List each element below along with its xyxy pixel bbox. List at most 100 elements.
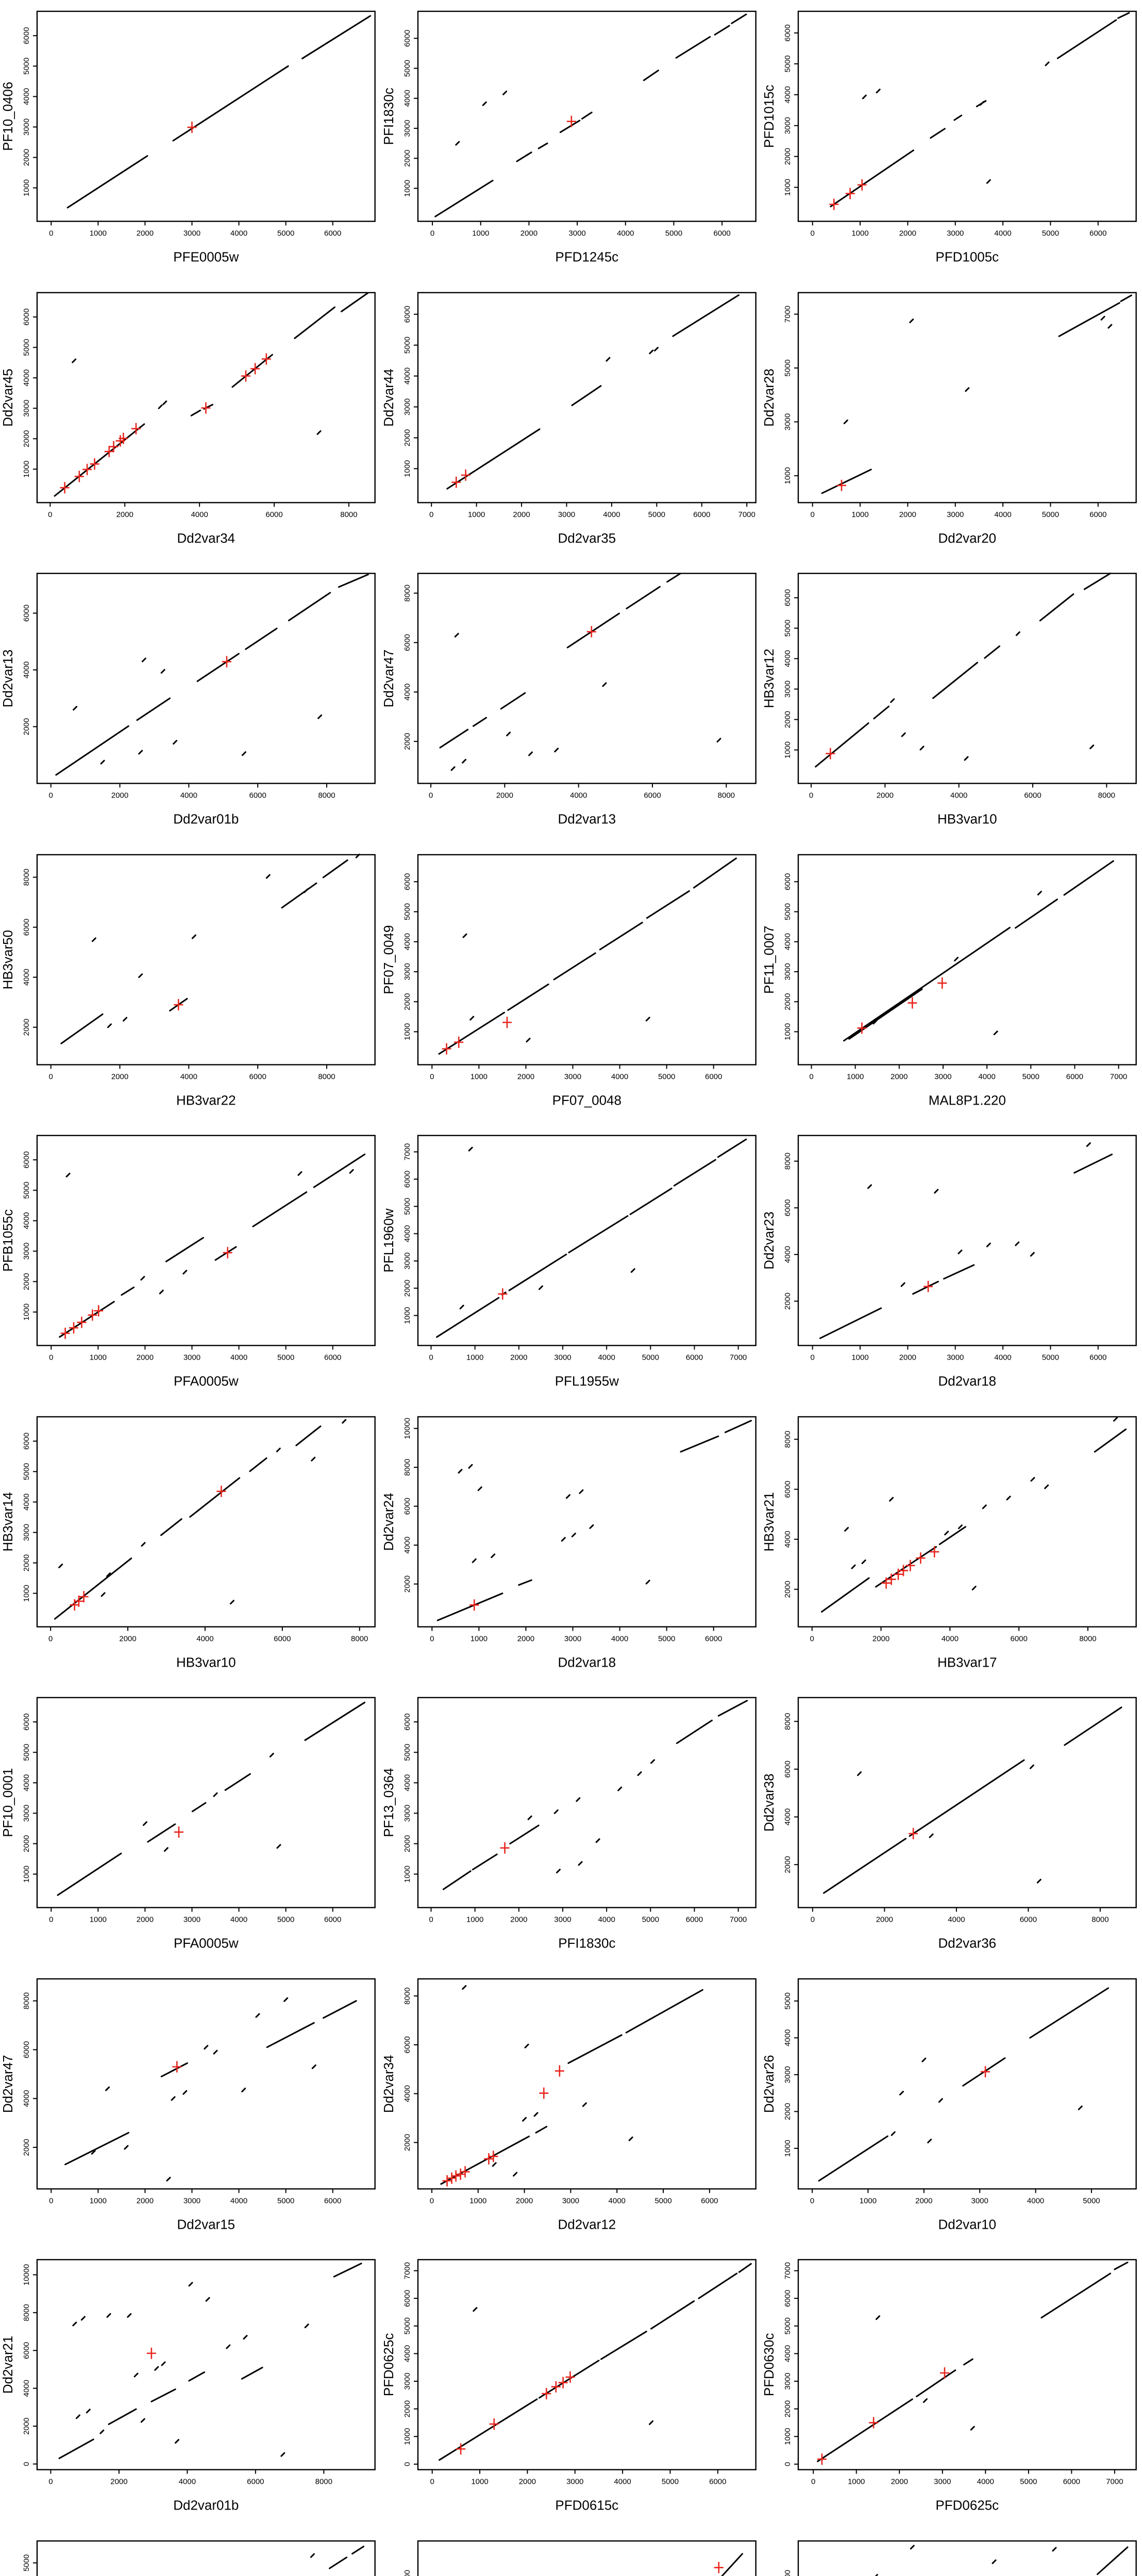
x-tick-label: 4000 xyxy=(230,1916,247,1924)
x-tick-label: 4000 xyxy=(614,2478,631,2486)
y-tick-label: 7000 xyxy=(783,2262,792,2279)
y-tick-label: 2000 xyxy=(783,148,792,165)
y-tick-label: 3000 xyxy=(403,1252,412,1269)
y-tick-label: 0 xyxy=(783,2462,792,2466)
y-tick-label: 2000 xyxy=(22,1835,31,1852)
y-tick-label: 3000 xyxy=(403,2372,412,2389)
x-tick-label: 0 xyxy=(48,2478,53,2486)
dotplot-Dd2var47-vs-Dd2var13: 0 2000 4000 6000 8000 2000 4000 6000 8000 Dd2var1… xyxy=(381,562,762,843)
x-tick-label: 3000 xyxy=(947,510,964,519)
highlight-crosses xyxy=(456,2371,575,2455)
x-tick-label: 6000 xyxy=(1089,510,1106,519)
alignment-segments xyxy=(830,12,1130,208)
y-tick-label: 4000 xyxy=(22,662,31,679)
y-tick-label: 5000 xyxy=(403,60,412,77)
match-dots xyxy=(844,1416,1118,1590)
x-axis-title: HB3var10 xyxy=(176,1654,236,1670)
y-tick-label: 10000 xyxy=(22,2264,31,2286)
match-dots xyxy=(65,1169,354,1295)
highlight-crosses xyxy=(442,1016,512,1055)
x-tick-label: 4000 xyxy=(191,510,208,519)
x-tick-label: 1000 xyxy=(470,1072,487,1081)
dotplot-GB4var52-vs-GB4var41: 0100020003000400050000100020003000400050… xyxy=(0,2530,381,2576)
y-tick-label: 4000 xyxy=(783,1246,792,1263)
alignment-segments xyxy=(439,572,681,749)
dotplot-7G8var40-vs-7G8var19: 0100020003000400050006000700001000200030… xyxy=(381,2530,762,2576)
dotplot-Dd2var26-vs-Dd2var10: 0 1000 2000 3000 4000 5000 1000 2000 3000 4000 500… xyxy=(761,1968,1142,2249)
y-tick-label: 6000 xyxy=(22,1714,31,1731)
x-tick-label: 0 xyxy=(810,1072,814,1081)
plot-box xyxy=(798,2540,1137,2576)
dotplot-Dd2var38-vs-Dd2var36: 0 2000 4000 6000 8000 2000 4000 6000 8000 Dd2var3… xyxy=(761,1686,1142,1968)
x-tick-label: 1000 xyxy=(470,1634,487,1643)
y-tick-label: 2000 xyxy=(403,993,412,1010)
x-tick-label: 6000 xyxy=(249,791,266,800)
y-tick-label: 8000 xyxy=(783,1431,792,1448)
y-tick-label: 6000 xyxy=(403,2290,412,2307)
y-tick-label: 3000 xyxy=(22,1243,31,1260)
match-dots xyxy=(72,2282,309,2457)
x-tick-label: 1000 xyxy=(90,1353,107,1362)
y-tick-label: 6000 xyxy=(403,1171,412,1188)
x-tick-label: 0 xyxy=(49,1353,53,1362)
y-tick-label: 7000 xyxy=(783,306,792,323)
y-tick-label: 1000 xyxy=(783,179,792,196)
y-tick-label: 8000 xyxy=(22,2304,31,2321)
x-tick-label: 2000 xyxy=(899,1353,916,1362)
x-tick-label: 1000 xyxy=(852,1353,869,1362)
x-tick-label: 4000 xyxy=(995,1353,1012,1362)
y-tick-label: 2000 xyxy=(403,150,412,167)
y-tick-label: 3000 xyxy=(22,118,31,135)
y-tick-label: 1000 xyxy=(22,1303,31,1320)
x-tick-label: 0 xyxy=(811,229,815,238)
x-tick-label: 4000 xyxy=(617,229,634,238)
alignment-segments xyxy=(435,1138,747,1338)
x-tick-label: 1000 xyxy=(848,2478,865,2486)
y-axis-title: HB3var21 xyxy=(761,1492,777,1551)
x-tick-label: 4000 xyxy=(230,1353,247,1362)
x-tick-label: 6000 xyxy=(1089,229,1106,238)
x-tick-label: 6000 xyxy=(247,2478,264,2486)
alignment-segments xyxy=(1097,2546,1129,2575)
x-tick-label: 2000 xyxy=(518,2478,535,2486)
y-tick-label: 4000 xyxy=(783,933,792,950)
y-tick-label: 4000 xyxy=(403,684,412,701)
y-tick-label: 1000 xyxy=(783,741,792,758)
y-tick-label: 1000 xyxy=(22,460,31,477)
x-tick-label: 5000 xyxy=(654,2196,671,2205)
match-dots xyxy=(459,1146,635,1310)
y-tick-label: 4000 xyxy=(783,2029,792,2046)
y-tick-label: 1000 xyxy=(403,1307,412,1324)
x-tick-label: 0 xyxy=(48,510,52,519)
x-tick-label: 3000 xyxy=(554,1916,571,1924)
x-tick-label: 6000 xyxy=(713,229,730,238)
x-tick-label: 2000 xyxy=(137,229,154,238)
x-tick-label: 2000 xyxy=(137,1916,154,1924)
highlight-crosses xyxy=(923,1281,933,1293)
y-tick-label: 1000 xyxy=(22,179,31,196)
y-tick-label: 10000 xyxy=(403,1417,412,1439)
y-tick-label: 5000 xyxy=(403,2317,412,2334)
x-tick-label: 6000 xyxy=(1063,2478,1080,2486)
y-tick-label: 5000 xyxy=(22,58,31,75)
highlight-crosses xyxy=(826,748,835,759)
x-tick-label: 5000 xyxy=(277,229,294,238)
plot-box xyxy=(798,1134,1137,1346)
x-tick-label: 0 xyxy=(811,1353,815,1362)
x-tick-label: 2000 xyxy=(899,510,916,519)
x-tick-label: 3000 xyxy=(935,1072,952,1081)
alignment-segments xyxy=(58,2262,362,2460)
x-tick-label: 2000 xyxy=(110,2478,127,2486)
y-tick-label: 2000 xyxy=(22,1019,31,1036)
plot-box xyxy=(36,2540,376,2576)
plot-box xyxy=(798,572,1137,784)
alignment-segments xyxy=(66,15,372,209)
x-tick-label: 1000 xyxy=(90,1916,107,1924)
y-tick-label: 5000 xyxy=(783,620,792,637)
x-tick-label: 1000 xyxy=(468,510,485,519)
x-tick-label: 1000 xyxy=(469,2196,486,2205)
y-tick-label: 2000 xyxy=(22,1554,31,1571)
x-tick-label: 8000 xyxy=(315,2478,332,2486)
y-tick-label: 1000 xyxy=(783,1023,792,1040)
y-tick-label: 6000 xyxy=(783,24,792,41)
